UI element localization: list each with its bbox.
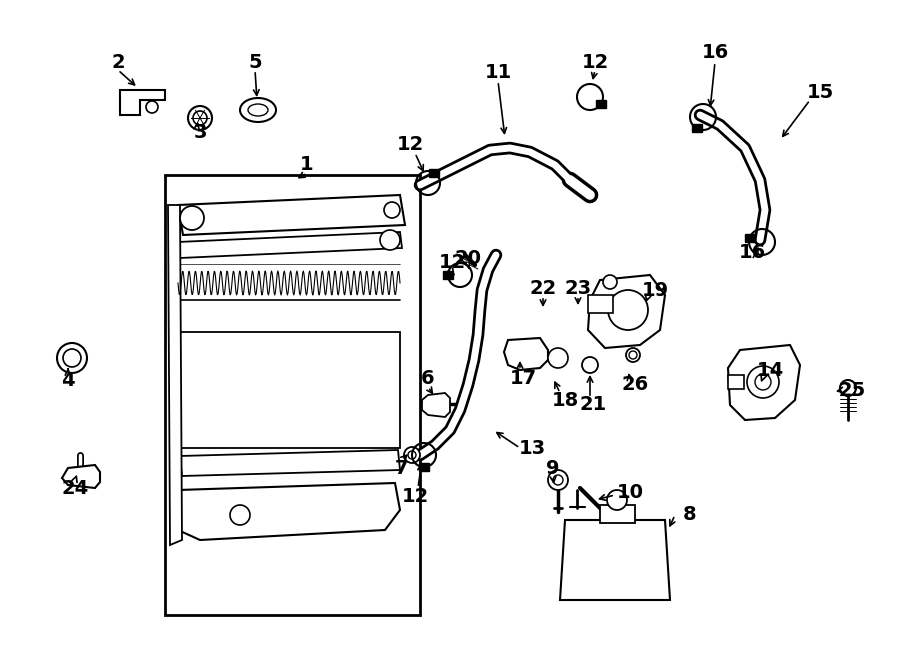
- Text: 19: 19: [642, 280, 669, 299]
- Circle shape: [63, 349, 81, 367]
- Circle shape: [603, 275, 617, 289]
- Bar: [588, 295, 613, 313]
- Circle shape: [193, 111, 207, 125]
- Text: 24: 24: [61, 479, 88, 498]
- Text: 1: 1: [301, 155, 314, 175]
- Circle shape: [548, 348, 568, 368]
- Circle shape: [404, 447, 420, 463]
- Polygon shape: [588, 275, 665, 348]
- Text: 12: 12: [438, 254, 465, 272]
- Text: 5: 5: [248, 52, 262, 71]
- Circle shape: [380, 230, 400, 250]
- Text: 2: 2: [112, 52, 125, 71]
- Bar: [600, 505, 635, 523]
- Text: 18: 18: [552, 391, 579, 410]
- Text: 10: 10: [616, 483, 643, 502]
- Text: 16: 16: [738, 243, 766, 262]
- Text: 15: 15: [806, 83, 833, 102]
- Bar: [165, 175, 420, 615]
- Text: 8: 8: [683, 506, 697, 524]
- Ellipse shape: [248, 104, 268, 116]
- Text: 14: 14: [756, 360, 784, 379]
- Text: 12: 12: [401, 488, 428, 506]
- Text: 20: 20: [454, 249, 482, 268]
- Ellipse shape: [240, 98, 276, 122]
- Polygon shape: [62, 465, 100, 488]
- Text: 12: 12: [581, 52, 608, 71]
- Circle shape: [608, 290, 648, 330]
- Polygon shape: [504, 338, 548, 370]
- Circle shape: [384, 202, 400, 218]
- Polygon shape: [178, 232, 402, 258]
- Text: 17: 17: [509, 368, 536, 387]
- Text: 23: 23: [564, 278, 591, 297]
- Polygon shape: [178, 483, 400, 540]
- Polygon shape: [178, 195, 405, 235]
- Bar: [443, 271, 453, 279]
- Polygon shape: [120, 90, 165, 115]
- Text: 13: 13: [518, 438, 545, 457]
- Circle shape: [582, 357, 598, 373]
- Text: 7: 7: [395, 459, 409, 477]
- Bar: [178, 332, 400, 448]
- Text: 25: 25: [839, 381, 866, 399]
- Text: 6: 6: [421, 368, 435, 387]
- Circle shape: [408, 451, 416, 459]
- Circle shape: [188, 106, 212, 130]
- Circle shape: [840, 380, 856, 396]
- Text: 12: 12: [396, 136, 424, 155]
- Bar: [691, 124, 701, 132]
- Polygon shape: [168, 205, 182, 545]
- Circle shape: [607, 490, 627, 510]
- Text: 4: 4: [61, 371, 75, 389]
- Circle shape: [629, 351, 637, 359]
- Bar: [597, 100, 607, 108]
- Text: 22: 22: [529, 278, 556, 297]
- Circle shape: [57, 343, 87, 373]
- Circle shape: [230, 505, 250, 525]
- Text: 3: 3: [194, 124, 207, 143]
- Text: 16: 16: [701, 44, 729, 63]
- Polygon shape: [560, 520, 670, 600]
- Text: 9: 9: [546, 459, 560, 477]
- Bar: [429, 169, 439, 176]
- Circle shape: [180, 206, 204, 230]
- Polygon shape: [180, 450, 400, 476]
- Circle shape: [548, 470, 568, 490]
- Circle shape: [755, 374, 771, 390]
- Circle shape: [626, 348, 640, 362]
- Polygon shape: [728, 345, 800, 420]
- Bar: [745, 233, 755, 241]
- Circle shape: [146, 101, 158, 113]
- Text: 26: 26: [621, 375, 649, 395]
- Circle shape: [553, 475, 563, 485]
- Bar: [728, 375, 744, 389]
- Text: 21: 21: [580, 395, 607, 414]
- Bar: [419, 463, 429, 471]
- Circle shape: [747, 366, 779, 398]
- Polygon shape: [422, 393, 450, 417]
- Text: 11: 11: [484, 63, 511, 83]
